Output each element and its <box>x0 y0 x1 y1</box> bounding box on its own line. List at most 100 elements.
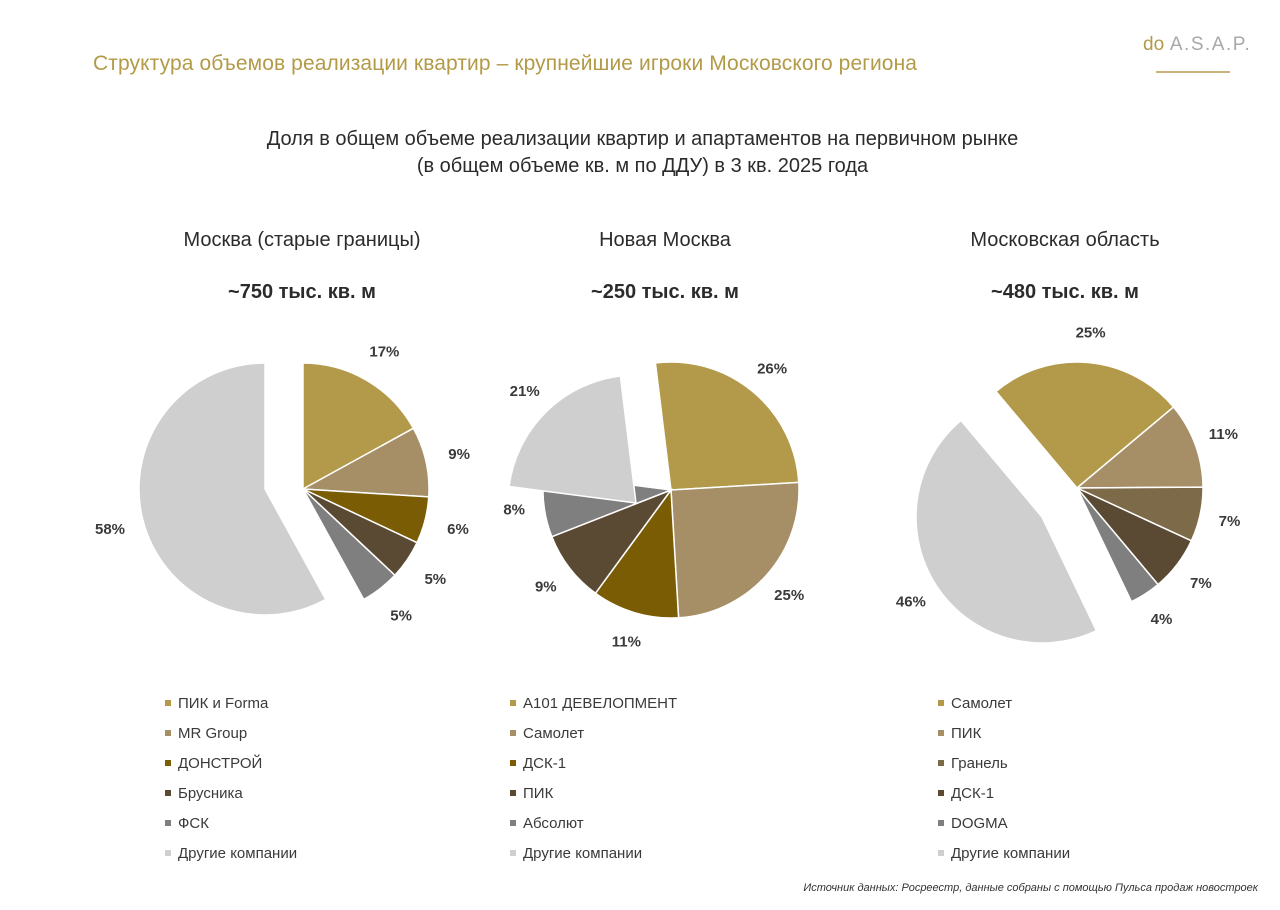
chart-total-moscow-region: ~480 тыс. кв. м <box>991 281 1139 303</box>
legend-new-moscow: А101 ДЕВЕЛОПМЕНТ Самолет ДСК-1 ПИК Абсолют Др… <box>510 688 677 868</box>
legend-swatch <box>165 820 171 826</box>
pie-label-пик: 11% <box>1209 426 1238 443</box>
pie-label-дск-1: 7% <box>1190 575 1212 592</box>
legend-item: ДОНСТРОЙ <box>165 748 297 778</box>
legend-label: Абсолют <box>523 814 584 832</box>
legend-label: ПИК <box>523 784 554 802</box>
legend-swatch <box>510 820 516 826</box>
legend-swatch <box>938 820 944 826</box>
legend-item: Абсолют <box>510 808 677 838</box>
pie-slice-а101-девелопмент <box>654 361 800 491</box>
legend-swatch <box>938 790 944 796</box>
pie-slice-пик-и-forma <box>302 362 415 491</box>
pie-label-донстрой: 6% <box>447 521 469 538</box>
legend-item: Другие компании <box>510 838 677 868</box>
pie-label-гранель: 7% <box>1219 513 1241 530</box>
pie-label-фск: 5% <box>390 607 412 624</box>
legend-moscow-old: ПИК и Forma MR Group ДОНСТРОЙ Брусника ФСК Др… <box>165 688 297 868</box>
pie-label-пик: 9% <box>535 578 557 595</box>
legend-swatch <box>165 760 171 766</box>
legend-swatch <box>510 700 516 706</box>
slide-title: Структура объемов реализации квартир – к… <box>93 52 918 75</box>
legend-swatch <box>938 730 944 736</box>
pie-chart-moscow-old: 17% 9% 6% 5% 5% 58% <box>95 343 470 624</box>
logo-prefix: do <box>1143 34 1165 55</box>
legend-item: DOGMA <box>938 808 1070 838</box>
pie-chart-new-moscow: 26% 25% 11% 9% 8% 21% <box>503 361 804 651</box>
legend-item: ПИК и Forma <box>165 688 297 718</box>
legend-swatch <box>510 850 516 856</box>
legend-item: Гранель <box>938 748 1070 778</box>
legend-label: ДСК-1 <box>523 754 567 772</box>
legend-item: Самолет <box>938 688 1070 718</box>
legend-label: ДСК-1 <box>951 784 995 802</box>
legend-label: ФСК <box>178 814 209 832</box>
legend-label: А101 ДЕВЕЛОПМЕНТ <box>523 694 678 712</box>
legend-label: Самолет <box>523 724 585 742</box>
pie-slice-дск-1 <box>594 487 680 619</box>
legend-swatch <box>165 700 171 706</box>
pie-label-mr-group: 9% <box>448 446 470 463</box>
legend-item: ДСК-1 <box>510 748 677 778</box>
pie-slice-самолет <box>994 361 1175 490</box>
pie-label-самолет: 25% <box>774 587 804 604</box>
data-source-note: Источник данных: Росреестр, данные собра… <box>803 882 1258 894</box>
pie-label-другие-компании: 46% <box>896 594 926 611</box>
legend-label: ПИК и Forma <box>178 694 269 712</box>
pie-slice-другие-компании <box>915 419 1098 644</box>
legend-label: ДОНСТРОЙ <box>178 754 263 772</box>
legend-swatch <box>510 730 516 736</box>
legend-item: Брусника <box>165 778 297 808</box>
chart-heading-line1: Доля в общем объеме реализации квартир и… <box>266 128 1019 150</box>
chart-total-moscow-old: ~750 тыс. кв. м <box>228 281 376 303</box>
pie-slice-самолет <box>670 481 800 619</box>
legend-label: Другие компании <box>523 844 643 862</box>
legend-swatch <box>938 760 944 766</box>
legend-label: Брусника <box>178 784 243 802</box>
legend-swatch <box>938 850 944 856</box>
legend-item: Самолет <box>510 718 677 748</box>
legend-swatch <box>165 850 171 856</box>
pie-label-другие-компании: 21% <box>510 383 540 400</box>
legend-label: ПИК <box>951 724 982 742</box>
pie-label-пик-и-forma: 17% <box>369 343 399 360</box>
legend-swatch <box>165 730 171 736</box>
pie-label-dogma: 4% <box>1151 611 1173 628</box>
legend-moscow-region: Самолет ПИК Гранель ДСК-1 DOGMA Другие компан… <box>938 688 1070 868</box>
chart-heading: Доля в общем объеме реализации квартир и… <box>140 126 1145 180</box>
legend-label: Гранель <box>951 754 1008 772</box>
pie-slice-пик <box>1074 405 1204 489</box>
legend-item: ПИК <box>510 778 677 808</box>
legend-item: А101 ДЕВЕЛОПМЕНТ <box>510 688 677 718</box>
brand-logo: do A.S.A.P. <box>1143 34 1251 56</box>
legend-label: MR Group <box>178 724 248 742</box>
chart-title-moscow-old: Москва (старые границы) <box>183 229 421 251</box>
pie-chart-moscow-region: 25% 11% 7% 7% 4% 46% <box>896 325 1241 644</box>
pie-label-брусника: 5% <box>424 571 446 588</box>
chart-total-new-moscow: ~250 тыс. кв. м <box>591 281 739 303</box>
legend-item: ФСК <box>165 808 297 838</box>
pie-label-дск-1: 11% <box>612 634 641 651</box>
legend-swatch <box>510 760 516 766</box>
chart-heading-line2: (в общем объеме кв. м по ДДУ) в 3 кв. 20… <box>416 155 869 177</box>
legend-item: MR Group <box>165 718 297 748</box>
legend-item: ПИК <box>938 718 1070 748</box>
legend-label: Другие компании <box>951 844 1071 862</box>
chart-title-new-moscow: Новая Москва <box>599 229 731 251</box>
legend-label: DOGMA <box>951 814 1008 832</box>
pie-label-другие-компании: 58% <box>95 521 125 538</box>
pie-slice-другие-компании <box>508 375 637 504</box>
legend-item: ДСК-1 <box>938 778 1070 808</box>
legend-swatch <box>938 700 944 706</box>
pie-label-а101-девелопмент: 26% <box>757 361 787 378</box>
legend-label: Другие компании <box>178 844 298 862</box>
chart-title-moscow-region: Московская область <box>970 229 1160 251</box>
legend-item: Другие компании <box>165 838 297 868</box>
pie-label-абсолют: 8% <box>503 501 525 518</box>
pie-slice-dogma <box>1076 487 1160 603</box>
legend-label: Самолет <box>951 694 1013 712</box>
legend-swatch <box>165 790 171 796</box>
legend-swatch <box>510 790 516 796</box>
pie-slice-другие-компании <box>138 362 327 616</box>
